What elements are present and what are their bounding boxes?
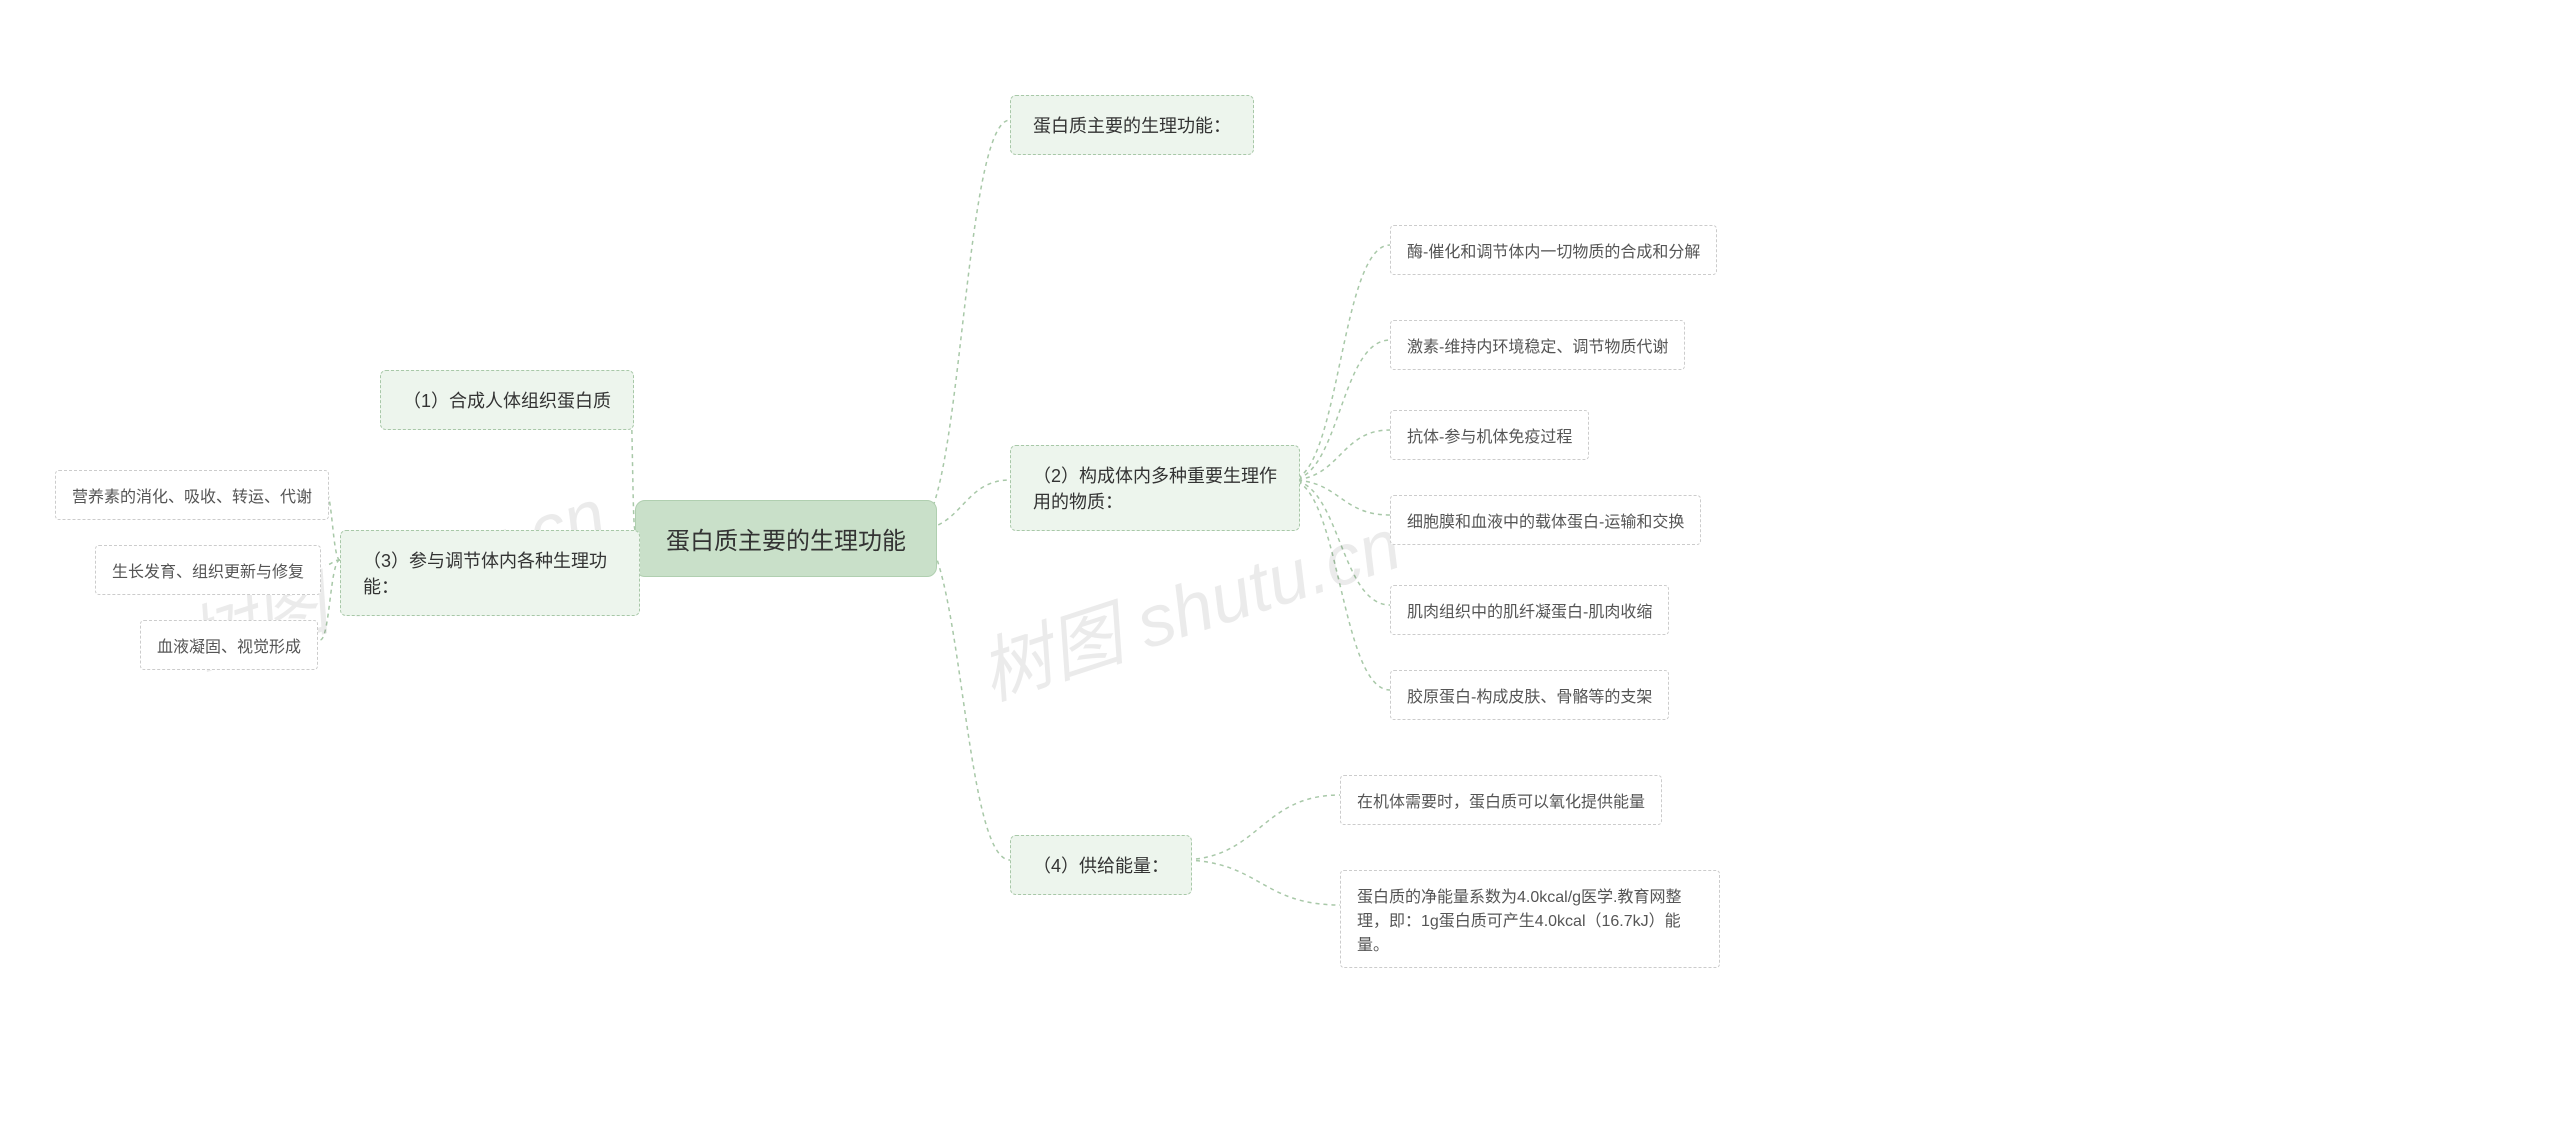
left-3-child-1: 生长发育、组织更新与修复 [95, 545, 321, 595]
right-branch-0: 蛋白质主要的生理功能： [1010, 95, 1254, 155]
center-node: 蛋白质主要的生理功能 [635, 500, 937, 577]
right-branch-4: （4）供给能量： [1010, 835, 1192, 895]
left-branch-1: （1）合成人体组织蛋白质 [380, 370, 634, 430]
right-2-child-1: 激素-维持内环境稳定、调节物质代谢 [1390, 320, 1685, 370]
right-2-child-5: 胶原蛋白-构成皮肤、骨骼等的支架 [1390, 670, 1669, 720]
left-branch-3: （3）参与调节体内各种生理功能： [340, 530, 640, 616]
left-3-child-2: 血液凝固、视觉形成 [140, 620, 318, 670]
right-2-child-0: 酶-催化和调节体内一切物质的合成和分解 [1390, 225, 1717, 275]
left-3-child-0: 营养素的消化、吸收、转运、代谢 [55, 470, 329, 520]
right-2-child-3: 细胞膜和血液中的载体蛋白-运输和交换 [1390, 495, 1701, 545]
right-2-child-2: 抗体-参与机体免疫过程 [1390, 410, 1589, 460]
right-branch-2: （2）构成体内多种重要生理作用的物质： [1010, 445, 1300, 531]
right-4-child-0: 在机体需要时，蛋白质可以氧化提供能量 [1340, 775, 1662, 825]
right-2-child-4: 肌肉组织中的肌纤凝蛋白-肌肉收缩 [1390, 585, 1669, 635]
right-4-child-1: 蛋白质的净能量系数为4.0kcal/g医学.教育网整理，即：1g蛋白质可产生4.… [1340, 870, 1720, 968]
